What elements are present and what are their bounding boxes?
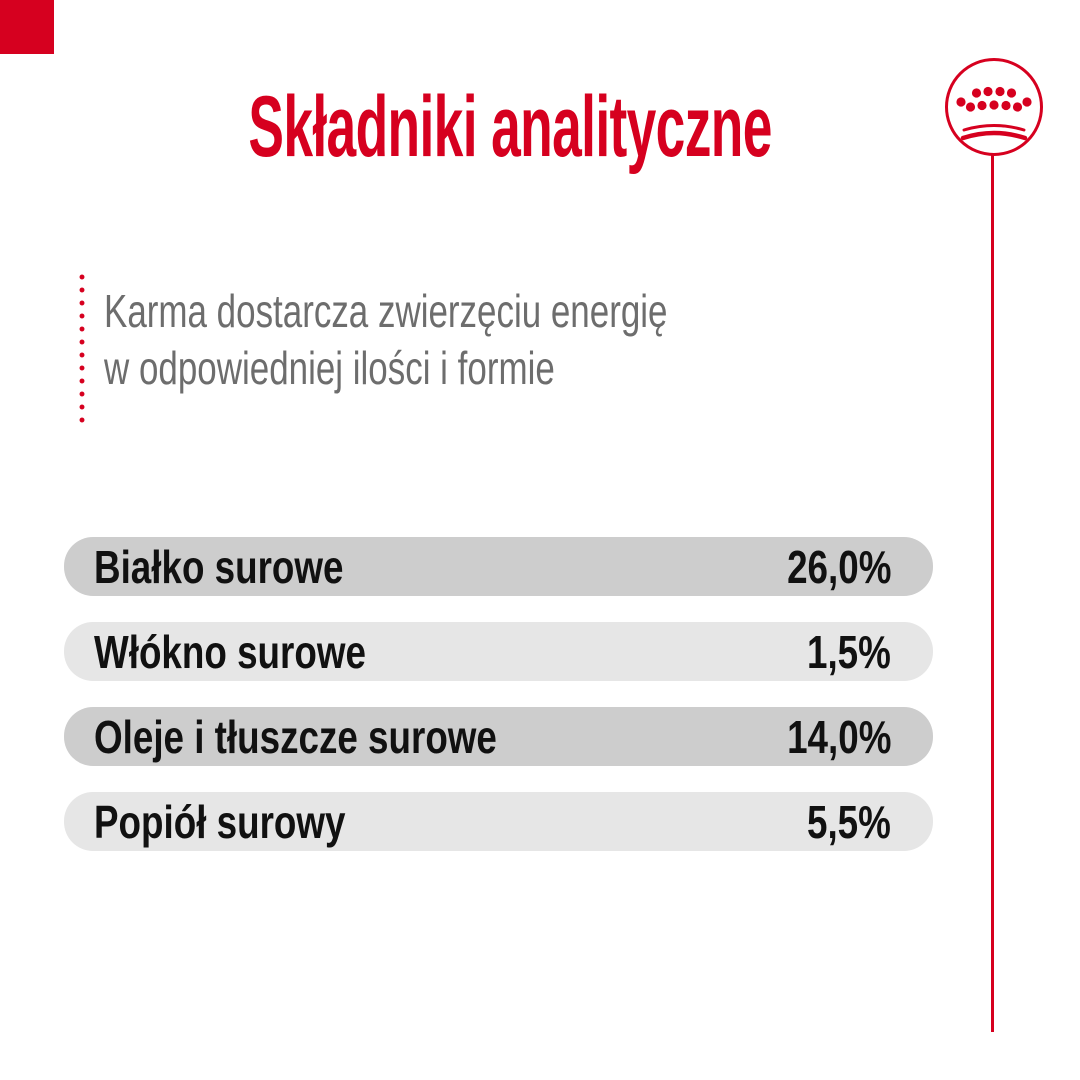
row-value: 26,0% — [786, 540, 891, 593]
row-value: 1,5% — [807, 625, 891, 678]
table-row: Białko surowe 26,0% — [64, 537, 933, 596]
table-row: Popiół surowy 5,5% — [64, 792, 933, 851]
vertical-accent-line — [991, 155, 994, 1032]
page-title: Składniki analityczne — [0, 84, 1020, 170]
row-label: Popiół surowy — [94, 795, 346, 848]
royal-canin-crown-icon — [945, 58, 1043, 156]
analytics-table: Białko surowe 26,0% Włókno surowe 1,5% O… — [64, 537, 933, 877]
page-title-text: Składniki analityczne — [248, 79, 772, 175]
row-value: 14,0% — [786, 710, 891, 763]
table-row: Oleje i tłuszcze surowe 14,0% — [64, 707, 933, 766]
dotted-accent-line — [79, 274, 85, 424]
intro-line-1: Karma dostarcza zwierzęciu energię — [104, 285, 668, 337]
table-row: Włókno surowe 1,5% — [64, 622, 933, 681]
row-label: Białko surowe — [94, 540, 344, 593]
corner-accent-square — [0, 0, 54, 54]
row-label: Włókno surowe — [94, 625, 366, 678]
row-label: Oleje i tłuszcze surowe — [94, 710, 497, 763]
intro-line-2: w odpowiedniej ilości i formie — [104, 342, 555, 394]
row-value: 5,5% — [807, 795, 891, 848]
intro-text: Karma dostarcza zwierzęciu energię w odp… — [104, 283, 845, 397]
